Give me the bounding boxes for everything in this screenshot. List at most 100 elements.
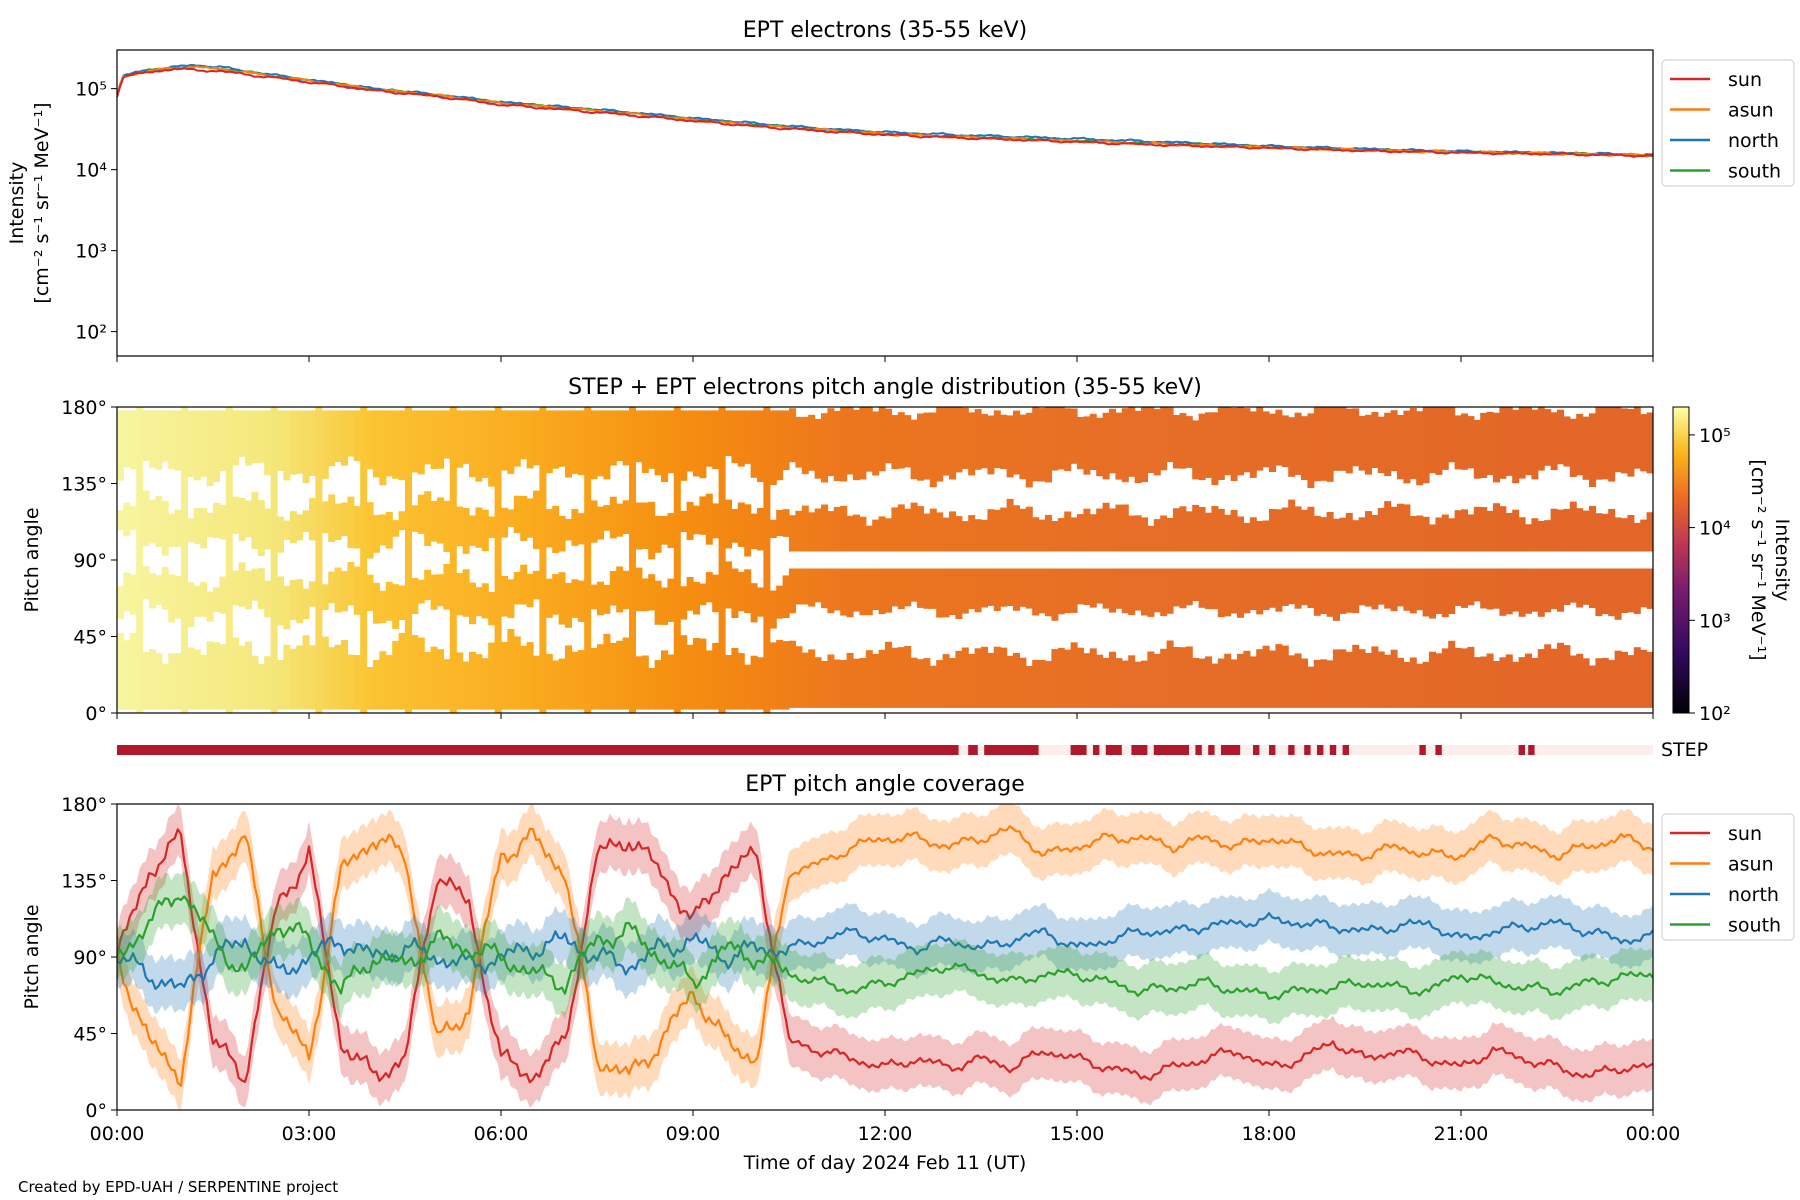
pad-heatmap-cell: [878, 407, 886, 472]
pad-heatmap-cell: [1301, 416, 1308, 481]
pad-heatmap-cell: [1435, 407, 1443, 475]
pad-heatmap-cell: [430, 574, 438, 610]
pad-heatmap-cell: [1224, 568, 1232, 617]
pad-heatmap-cell: [661, 650, 668, 710]
pad-heatmap-cell: [1627, 409, 1635, 477]
pad-heatmap-cell: [1569, 655, 1577, 708]
pad-heatmap-cell: [1141, 660, 1148, 708]
pad-heatmap-cell: [1269, 568, 1276, 608]
pad-ytick-label: 90°: [73, 550, 107, 572]
pad-heatmap-cell: [193, 508, 201, 544]
pad-heatmap-cell: [1640, 649, 1648, 708]
pad-heatmap-cell: [1633, 522, 1641, 552]
coverage-xtick-label: 06:00: [474, 1123, 529, 1145]
pad-heatmap-cell: [1275, 644, 1283, 708]
pad-heatmap-cell: [1416, 568, 1424, 611]
pad-heatmap-cell: [821, 413, 828, 483]
pad-heatmap-cell: [481, 583, 489, 619]
pad-heatmap-cell: [1192, 568, 1200, 601]
pad-heatmap-cell: [744, 410, 752, 464]
pad-heatmap-cell: [968, 653, 976, 708]
pad-heatmap-cell: [1166, 568, 1174, 614]
pad-heatmap-cell: [744, 664, 752, 710]
pad-heatmap-cell: [795, 568, 803, 605]
pad-heatmap-cell: [1512, 509, 1520, 552]
pad-heatmap-cell: [961, 647, 969, 708]
pad-heatmap-cell: [1601, 407, 1609, 480]
pad-heatmap-cell: [398, 511, 406, 531]
pad-heatmap-cell: [334, 410, 342, 463]
pad-heatmap-cell: [974, 648, 982, 708]
colorbar-tick-label: 10³: [1699, 610, 1731, 632]
pad-heatmap-cell: [693, 581, 700, 615]
pad-heatmap-cell: [1045, 407, 1052, 483]
coverage-legend-box: [1661, 813, 1795, 941]
pad-heatmap-cell: [725, 499, 732, 549]
pad-heatmap-cell: [769, 590, 777, 629]
pad-heatmap-cell: [526, 573, 534, 608]
pad-heatmap-cell: [1217, 658, 1225, 708]
pad-heatmap-cell: [827, 654, 835, 708]
pad-heatmap-cell: [1307, 666, 1315, 708]
pad-heatmap-cell: [1518, 657, 1526, 708]
pad-heatmap-cell: [437, 574, 444, 607]
pad-heatmap-cell: [1160, 568, 1168, 617]
pad-heatmap-cell: [885, 408, 892, 464]
pad-heatmap-cell: [545, 509, 553, 548]
pad-heatmap-cell: [1518, 517, 1526, 552]
intensity-series-group: [117, 63, 1653, 158]
pad-heatmap-cell: [757, 410, 764, 482]
pad-heatmap-cell: [1403, 504, 1411, 552]
pad-heatmap-cell: [1281, 568, 1289, 606]
pad-heatmap-cell: [737, 502, 745, 547]
pad-heatmap-cell: [117, 510, 124, 531]
pad-heatmap-cell: [1345, 568, 1353, 613]
pad-heatmap-cell: [789, 515, 796, 552]
pad-heatmap-cell: [1038, 568, 1046, 614]
coverage-ytick-label: 45°: [73, 1024, 107, 1046]
pad-heatmap-cell: [917, 568, 924, 608]
pad-heatmap-cell: [1179, 647, 1187, 708]
pad-heatmap-cell: [251, 655, 259, 710]
coverage-legend: sun asun north south: [1661, 813, 1795, 941]
pad-heatmap-cell: [341, 640, 348, 710]
pad-heatmap-cell: [814, 419, 822, 479]
pad-heatmap-cells: [117, 407, 1653, 713]
pad-heatmap-cell: [1243, 568, 1251, 614]
pad-heatmap-cell: [1089, 568, 1097, 608]
pad-heatmap-cell: [257, 500, 265, 557]
pad-heatmap-cell: [501, 507, 508, 538]
pad-heatmap-cell: [1595, 513, 1603, 552]
pad-heatmap-cell: [539, 407, 547, 713]
pad-heatmap-cell: [1390, 649, 1398, 708]
pad-heatmap-cell: [219, 504, 227, 540]
pad-heatmap-cell: [1480, 507, 1488, 552]
pad-heatmap-cell: [488, 592, 496, 626]
pad-heatmap-cell: [1275, 409, 1283, 466]
pad-heatmap-cell: [341, 410, 348, 466]
pad-heatmap-cell: [1525, 407, 1532, 476]
coverage-legend-label-asun: asun: [1728, 854, 1774, 876]
pad-heatmap-cell: [373, 410, 380, 478]
pad-heatmap-cell: [1288, 499, 1296, 552]
pad-heatmap-cell: [1493, 503, 1500, 552]
pad-heatmap-cell: [1601, 513, 1609, 552]
pad-heatmap-cell: [1109, 651, 1116, 708]
pad-heatmap-cell: [635, 656, 643, 710]
pad-heatmap-cell: [558, 658, 566, 710]
pad-heatmap-cell: [1467, 416, 1475, 469]
pad-heatmap-cell: [1102, 412, 1110, 480]
pad-heatmap-cell: [1333, 407, 1340, 471]
pad-heatmap-cell: [885, 568, 892, 613]
pad-heatmap-cell: [1409, 657, 1417, 708]
pad-heatmap-cell: [616, 410, 624, 462]
pad-heatmap-cell: [654, 660, 662, 710]
pad-heatmap-cell: [437, 497, 444, 544]
pad-heatmap-cell: [206, 512, 214, 538]
pad-heatmap-cell: [949, 407, 956, 480]
pad-heatmap-cell: [1435, 568, 1443, 614]
pad-heatmap-cell: [725, 655, 732, 710]
pad-heatmap-cell: [1320, 568, 1328, 614]
pad-heatmap-cell: [744, 504, 752, 557]
pad-heatmap-cell: [193, 649, 201, 710]
